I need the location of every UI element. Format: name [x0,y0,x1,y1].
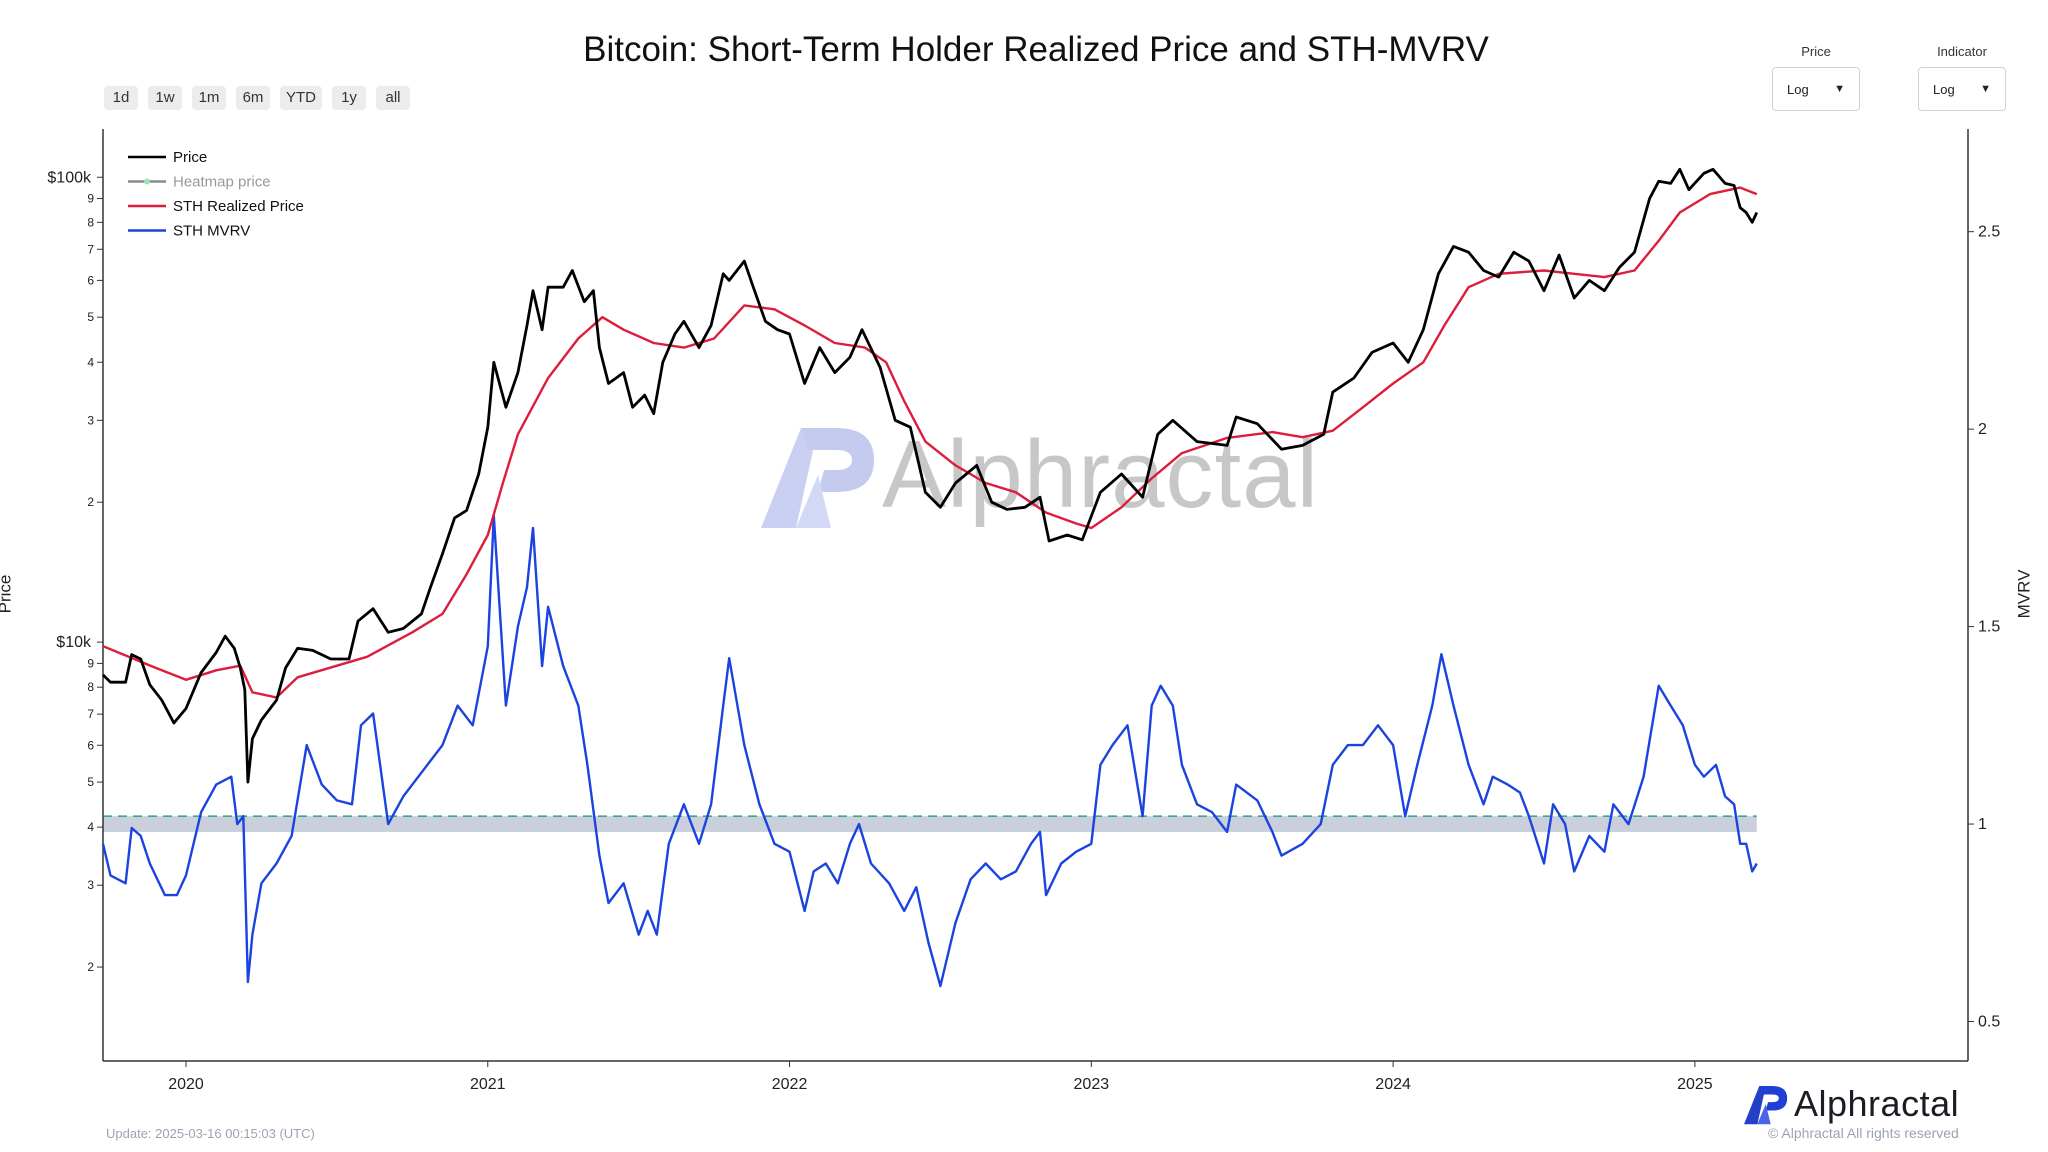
price-scale-value: Log [1787,81,1809,97]
range-button-ytd[interactable]: YTD [280,86,322,110]
y-tick-label: 2 [87,495,94,509]
y-tick-label: 4 [87,355,94,369]
y-tick-label: 5 [87,310,94,324]
y-tick-label: 4 [87,820,94,834]
y2-tick-label: 1.5 [1978,619,2000,636]
x-tick-label: 2025 [1677,1076,1713,1093]
range-button-1w[interactable]: 1w [148,86,182,110]
y-tick-label: 8 [87,215,94,229]
x-tick-label: 2021 [470,1076,506,1093]
caret-down-icon: ▼ [1980,83,1991,95]
chart-title: Bitcoin: Short-Term Holder Realized Pric… [583,30,1489,69]
y-tick-label: 6 [87,273,94,287]
price-scale-label: Price [1801,44,1831,59]
y-tick-label: 7 [87,707,94,721]
y-tick-label: 5 [87,775,94,789]
indicator-scale-value: Log [1933,81,1955,97]
y-tick-label: 3 [87,413,94,427]
x-tick-label: 2022 [772,1076,808,1093]
y-tick-label: 9 [87,192,94,206]
y2-tick-label: 1 [1978,816,1987,833]
copyright: © Alphractal All rights reserved [1768,1125,1959,1141]
range-button-all[interactable]: all [376,86,410,110]
y-axis-label-price: Price [0,574,15,614]
x-tick-label: 2020 [168,1076,204,1093]
y2-tick-label: 0.5 [1978,1014,2000,1031]
indicator-scale-select[interactable]: Log ▼ [1918,67,2006,111]
y-tick-label: $100k [47,169,92,186]
y-tick-label: $10k [56,634,92,651]
brand-name: Alphractal [1794,1083,1960,1124]
series-line-price [102,167,1759,784]
y-tick-label: 7 [87,242,94,256]
range-button-1d[interactable]: 1d [104,86,138,110]
price-scale-select[interactable]: Log ▼ [1772,67,1860,111]
y-tick-label: 2 [87,960,94,974]
y-tick-label: 9 [87,656,94,670]
range-selector: 1d 1w 1m 6m YTD 1y all [104,86,410,110]
update-timestamp: Update: 2025-03-16 00:15:03 (UTC) [106,1126,315,1141]
indicator-scale-dropdown-group: Indicator Log ▼ [1918,44,2006,111]
legend-label[interactable]: Price [173,149,207,166]
legend-label[interactable]: STH Realized Price [173,198,304,215]
series-line-sth-mvrv [101,514,1758,988]
y2-axis-label-mvrv: MVRV [2014,569,2034,619]
y-tick-label: 8 [87,680,94,694]
range-button-1y[interactable]: 1y [332,86,366,110]
brand-logo: Alphractal [1742,1083,1959,1125]
legend-marker [144,178,150,185]
price-scale-dropdown-group: Price Log ▼ [1772,44,1860,111]
series-line-sth-realized-price [102,186,1758,699]
y-tick-label: 6 [87,738,94,752]
alphractal-logo-icon [1744,1086,1788,1125]
mvrv-band [103,816,1757,832]
y2-tick-label: 2.5 [1978,224,2000,241]
caret-down-icon: ▼ [1834,83,1845,95]
indicator-scale-label: Indicator [1937,44,1987,59]
x-tick-label: 2023 [1074,1076,1110,1093]
x-tick-label: 2024 [1375,1076,1411,1093]
y-tick-label: 3 [87,878,94,892]
legend-label[interactable]: Heatmap price [173,174,271,191]
range-button-1m[interactable]: 1m [192,86,226,110]
range-button-6m[interactable]: 6m [236,86,270,110]
y2-tick-label: 2 [1978,421,1987,438]
legend-label[interactable]: STH MVRV [173,223,250,240]
